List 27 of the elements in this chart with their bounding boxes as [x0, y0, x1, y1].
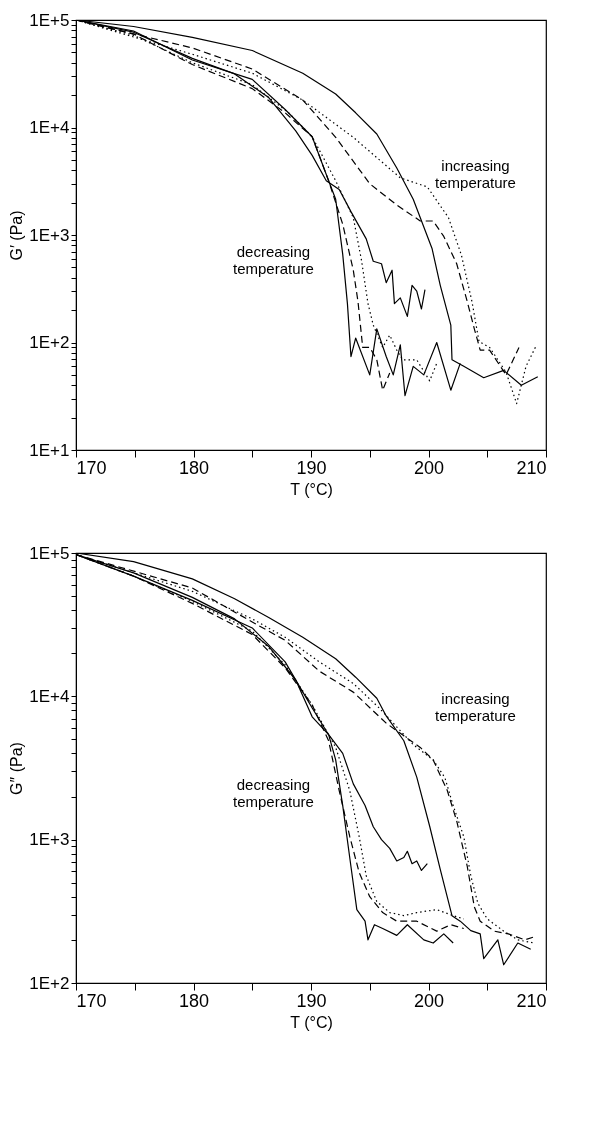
y-tick-label: 1E+3 — [29, 830, 70, 850]
y-tick-label: 1E+2 — [29, 973, 70, 993]
annotation: decreasing temperature — [232, 243, 314, 278]
x-tick-label: 210 — [516, 457, 547, 478]
y-tick-label: 1E+4 — [29, 686, 70, 706]
y-tick-label: 1E+5 — [29, 10, 70, 30]
x-tick-label: 180 — [178, 457, 210, 478]
x-tick-label: 170 — [76, 990, 107, 1011]
y-tick-label: 1E+4 — [29, 118, 70, 137]
annotation: increasing temperature — [435, 690, 516, 725]
x-tick-label: 180 — [178, 990, 210, 1011]
y-tick-label: 1E+3 — [29, 225, 70, 245]
x-axis-title: T (°C) — [290, 480, 333, 498]
annotation: decreasing temperature — [232, 776, 314, 811]
y-axis-title: G′ (Pa) — [8, 210, 26, 261]
y-tick-label: 1E+5 — [29, 543, 70, 563]
x-tick-label: 210 — [516, 990, 547, 1011]
x-tick-label: 200 — [413, 457, 445, 478]
x-tick-label: 190 — [296, 990, 327, 1011]
x-tick-label: 200 — [413, 990, 445, 1011]
annotation: increasing temperature — [435, 157, 516, 192]
x-tick-label: 170 — [76, 457, 107, 478]
y-axis-title: G″ (Pa) — [8, 742, 26, 795]
x-tick-label: 190 — [296, 457, 327, 478]
x-axis-title: T (°C) — [290, 1013, 333, 1031]
y-tick-label: 1E+1 — [29, 440, 70, 460]
y-tick-label: 1E+2 — [29, 333, 70, 352]
